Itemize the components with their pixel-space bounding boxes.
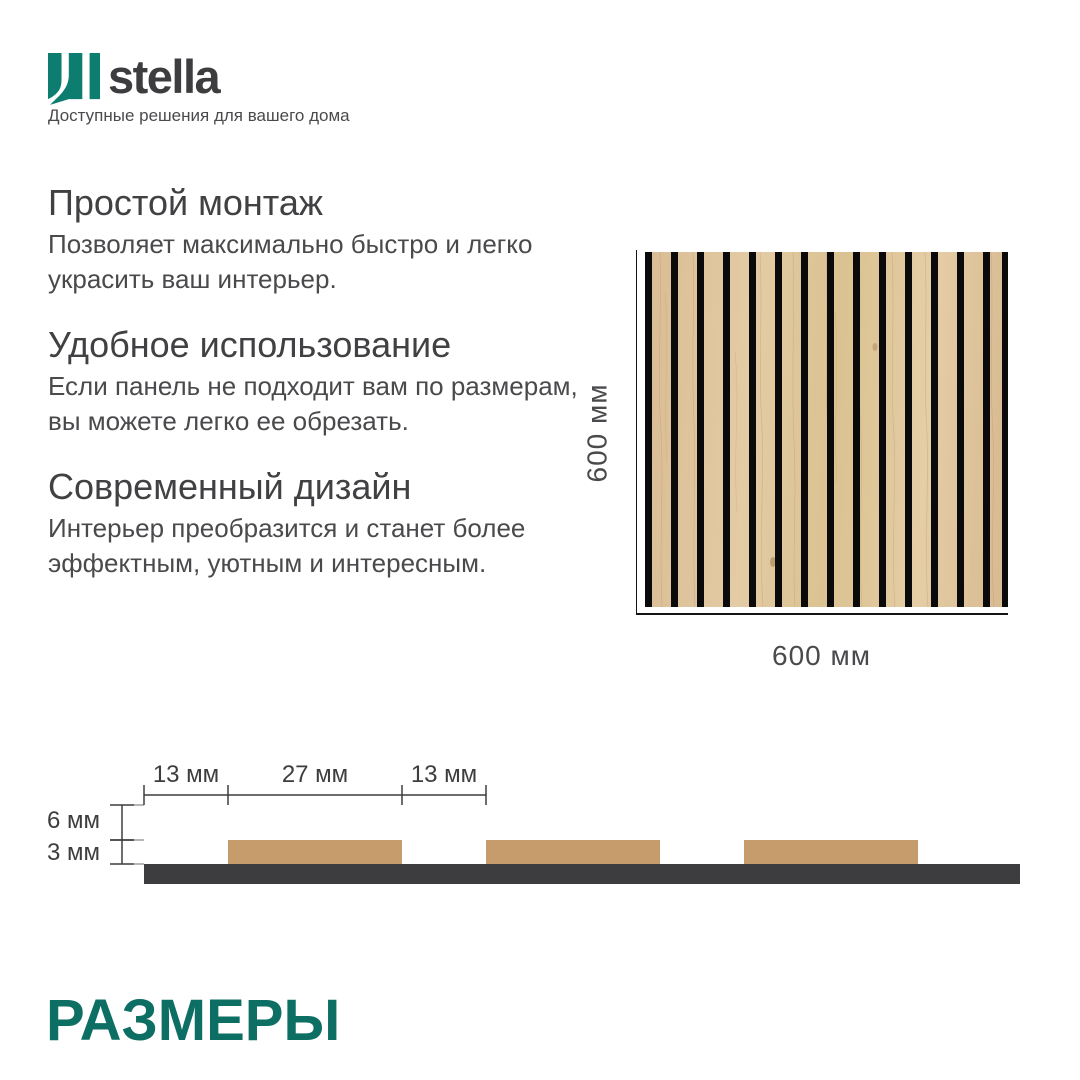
svg-text:13 мм: 13 мм	[153, 761, 219, 788]
svg-text:6 мм: 6 мм	[47, 807, 100, 834]
svg-text:3 мм: 3 мм	[47, 839, 100, 866]
svg-text:stella: stella	[108, 50, 222, 103]
svg-text:27 мм: 27 мм	[282, 761, 348, 788]
svg-text:13 мм: 13 мм	[411, 761, 477, 788]
